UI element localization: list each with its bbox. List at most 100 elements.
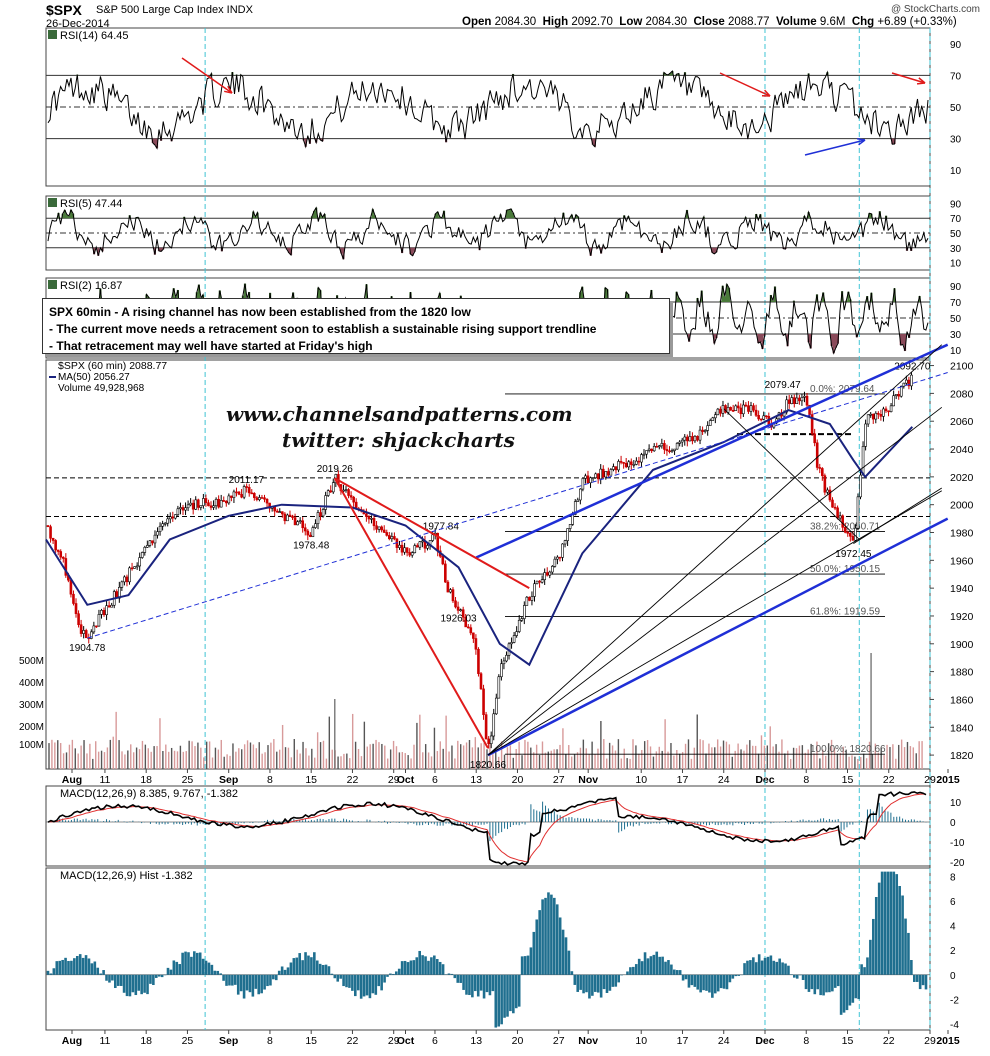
candle-body	[734, 405, 738, 411]
candle-body	[273, 506, 276, 512]
chart-date: 26-Dec-2014	[46, 18, 110, 30]
candle-body	[161, 523, 164, 527]
x-tick-label: 15	[305, 1035, 317, 1047]
candle-body	[466, 626, 470, 629]
candle-body	[372, 518, 376, 527]
rsi14-divergence-arrow-3-head	[856, 138, 866, 146]
x-tick-label: 15	[842, 774, 854, 786]
candle-body	[181, 507, 185, 511]
candle-body	[446, 581, 450, 593]
candle-body	[762, 415, 766, 420]
candle-body	[347, 489, 350, 496]
candle-body	[866, 414, 870, 425]
volume-y-tick: 200M	[19, 722, 44, 733]
panel-frame-macd_hist	[45, 867, 931, 1031]
x-tick-label: Aug	[62, 1035, 82, 1047]
price-legend-ma: MA(50) 2056.27	[58, 372, 130, 383]
candle-body	[288, 514, 292, 517]
x-tick-label: Oct	[397, 774, 415, 786]
candle-body	[92, 625, 96, 633]
candle-body	[543, 572, 546, 580]
candle-body	[303, 527, 307, 532]
x-tick-label: 6	[432, 1035, 438, 1047]
x-tick-label: 10	[635, 774, 647, 786]
candle-body	[146, 545, 149, 548]
candle-body	[864, 423, 867, 447]
candle-body	[889, 405, 893, 412]
candle-body	[247, 486, 251, 494]
candle-body	[329, 490, 333, 493]
fan-line-4	[723, 408, 860, 540]
candle-body	[739, 407, 743, 415]
candle-body	[59, 551, 63, 558]
channel-upper-line	[475, 343, 949, 559]
candle-body	[291, 515, 294, 518]
close-label: Close	[693, 16, 725, 28]
candle-body	[586, 475, 590, 484]
rsi14-divergence-arrow-4	[891, 72, 926, 84]
candle-body	[153, 534, 157, 544]
candle-body	[530, 596, 534, 601]
x-tick-label: 25	[182, 774, 194, 786]
candle-body	[492, 713, 496, 737]
candle-body	[703, 430, 707, 432]
candle-body	[400, 544, 404, 553]
price-y-tick: 1900	[950, 639, 974, 651]
candle-body	[887, 410, 890, 413]
candle-body	[905, 379, 908, 384]
fib-label: 100.0%: 1820.66	[810, 744, 886, 755]
candle-body	[535, 580, 539, 585]
hist-y-tick: -4	[950, 1020, 959, 1031]
candle-body	[627, 461, 631, 468]
rsi-oversold-fill	[93, 247, 913, 260]
candle-body	[714, 414, 717, 419]
open-value: 2084.30	[494, 16, 537, 28]
candle-body	[469, 627, 473, 634]
candle-body	[296, 521, 299, 526]
candle-body	[619, 461, 623, 463]
candle-body	[749, 405, 753, 412]
candle-body	[716, 408, 720, 416]
candle-body	[869, 413, 873, 416]
candle-body	[813, 433, 816, 444]
candle-body	[235, 491, 238, 494]
low-label: Low	[619, 16, 643, 28]
candle-body	[505, 654, 508, 662]
candle-body	[579, 488, 582, 501]
candle-body	[135, 565, 139, 568]
price-y-tick: 1980	[950, 528, 974, 540]
candle-body	[573, 501, 577, 515]
candle-body	[589, 477, 592, 484]
macd-y-tick: -20	[950, 858, 965, 869]
candle-body	[663, 443, 666, 450]
price-legend-volume: Volume 49,928,968	[58, 383, 145, 394]
candle-body	[309, 534, 312, 537]
candle-body	[660, 443, 664, 447]
candle-body	[764, 415, 768, 418]
rsi-title: RSI(14) 64.45	[60, 30, 128, 42]
rsi-overbought-fill	[76, 71, 829, 76]
rsi-y-tick: 70	[950, 298, 962, 309]
price-y-tick: 1940	[950, 583, 974, 595]
candle-body	[604, 471, 608, 478]
candle-body	[683, 436, 687, 441]
candle-body	[691, 436, 694, 442]
candle-body	[84, 630, 88, 639]
candle-body	[652, 446, 656, 452]
x-tick-label: 27	[553, 1035, 565, 1047]
price-label: 1977.84	[423, 522, 460, 533]
price-label: 2092.70	[894, 362, 931, 373]
candle-body	[642, 453, 646, 456]
candle-body	[441, 555, 445, 565]
candle-body	[828, 489, 832, 501]
candle-body	[566, 528, 569, 541]
candle-body	[156, 531, 159, 536]
rsi-y-tick: 30	[950, 330, 962, 341]
x-tick-label: 8	[803, 1035, 809, 1047]
candle-body	[421, 540, 424, 543]
x-tick-label: 10	[635, 1035, 647, 1047]
candle-body	[500, 663, 503, 678]
candle-body	[245, 486, 248, 488]
candle-body	[319, 512, 322, 517]
